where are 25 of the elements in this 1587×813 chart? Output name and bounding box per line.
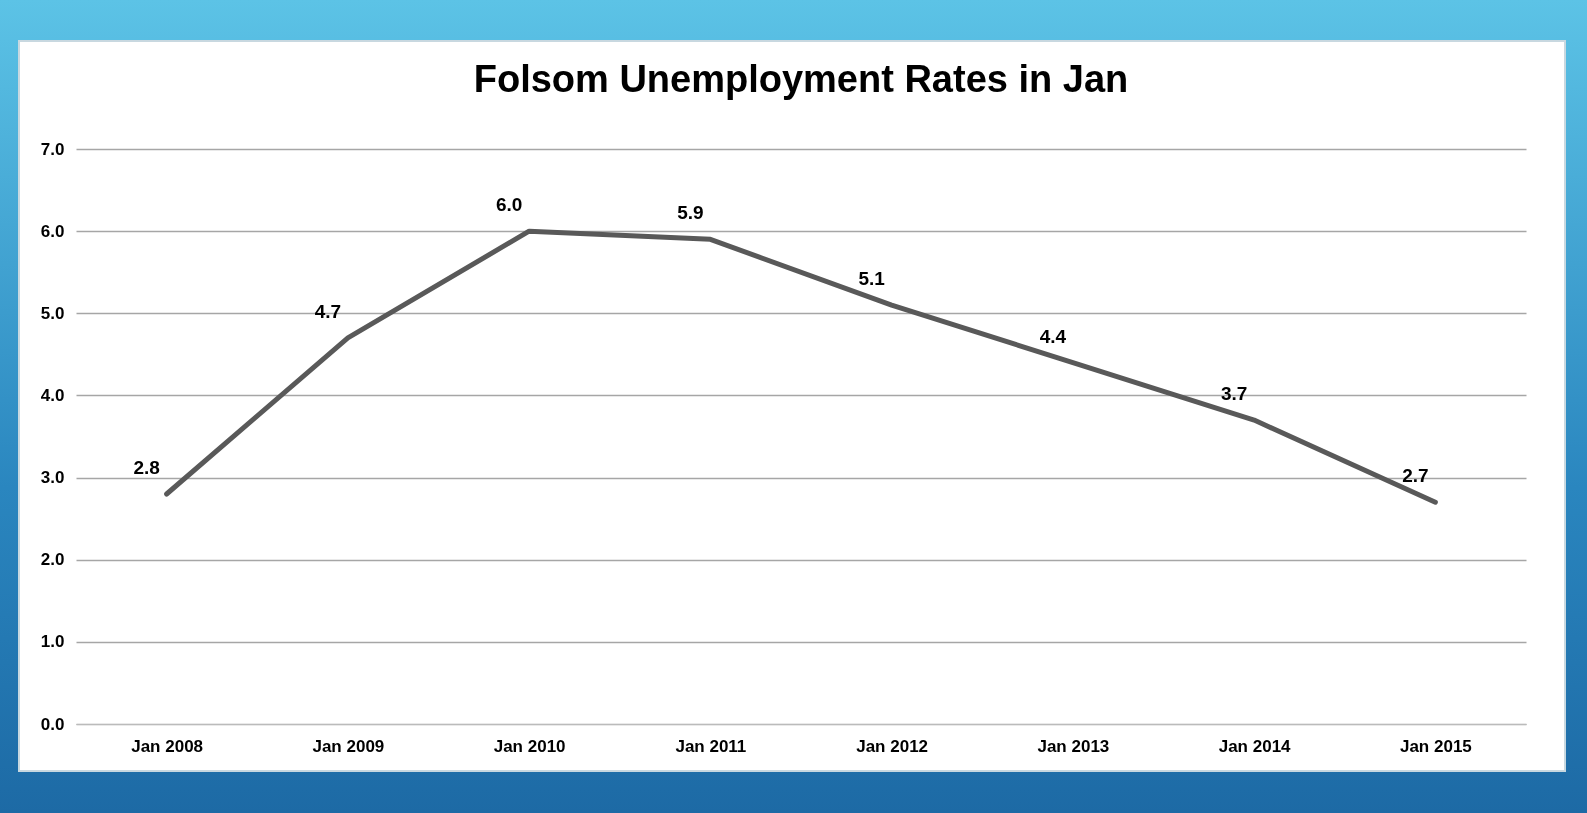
data-label: 3.7 [1220,383,1248,405]
x-tick-label: Jan 2014 [1218,736,1292,756]
y-tick-label: 6.0 [40,221,65,241]
data-label: 2.7 [1402,465,1429,487]
data-label: 2.8 [133,457,160,478]
x-tick-label: Jan 2008 [131,736,204,756]
x-tick-label: Jan 2012 [856,736,929,756]
y-tick-label: 2.0 [40,550,65,570]
y-tick-label: 1.0 [40,632,65,652]
x-tick-label: Jan 2013 [1037,736,1110,756]
y-tick-label: 5.0 [40,303,65,323]
chart-title: Folsom Unemployment Rates in Jan [473,58,1129,100]
x-tick-label: Jan 2011 [675,736,747,756]
y-tick-label: 3.0 [40,468,65,488]
y-tick-label: 7.0 [40,139,65,159]
data-label: 6.0 [495,194,523,216]
y-tick-label: 0.0 [40,714,65,734]
data-label: 5.9 [677,202,704,224]
data-label: 4.4 [1039,325,1067,347]
x-tick-label: Jan 2010 [493,736,566,756]
data-label: 4.7 [314,300,342,322]
y-tick-label: 4.0 [40,385,65,405]
x-tick-label: Jan 2009 [312,736,385,756]
data-label: 5.1 [858,268,886,290]
x-tick-label: Jan 2015 [1399,736,1472,756]
